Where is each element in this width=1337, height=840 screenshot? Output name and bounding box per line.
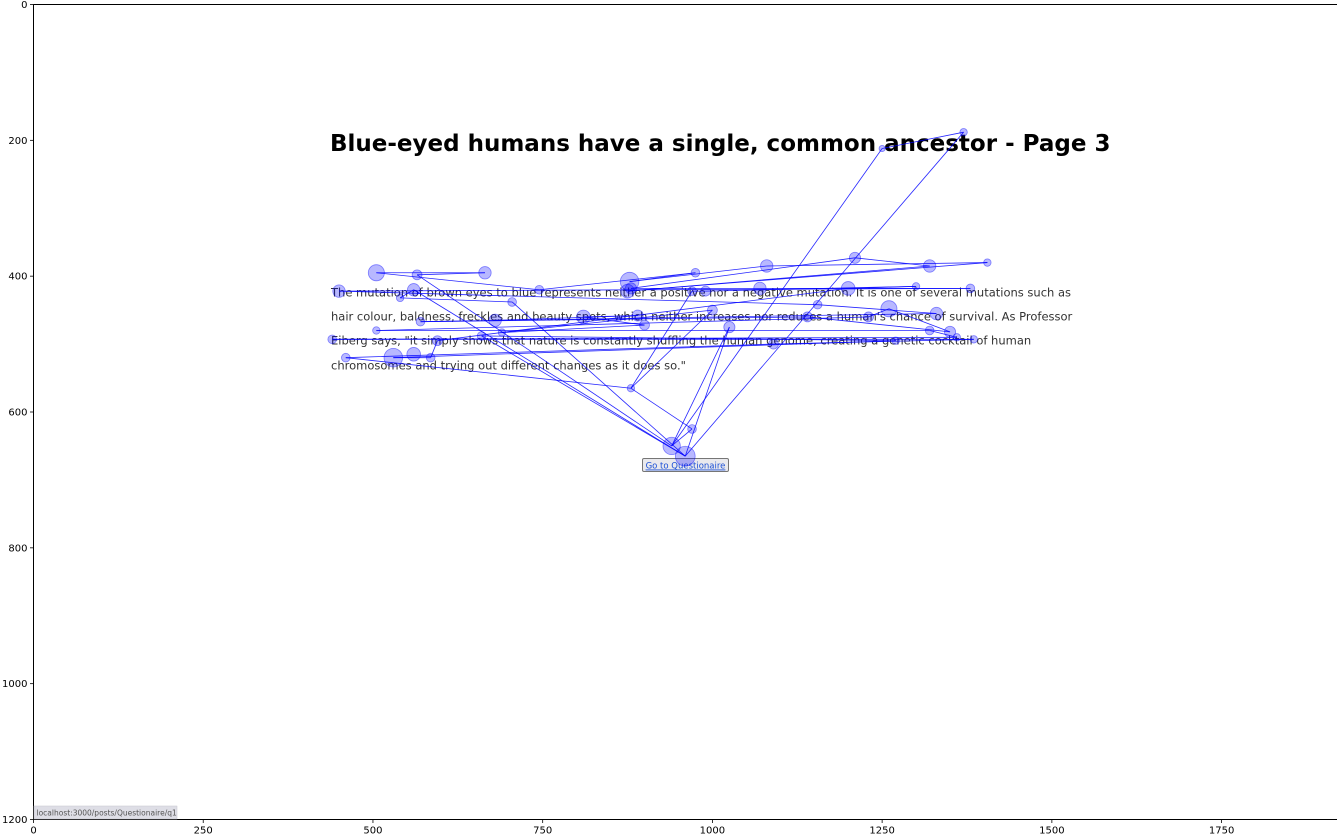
fixation-point: [813, 300, 822, 309]
fixation-point: [328, 335, 337, 344]
fixation-point: [984, 259, 991, 266]
scanpath-segment: [631, 258, 855, 289]
fixation-point: [627, 385, 634, 392]
fixation-point: [625, 283, 636, 294]
fixation-point: [432, 336, 442, 346]
x-tick-label: 500: [363, 826, 382, 837]
y-tick-label: 0: [21, 0, 27, 11]
fixation-point: [691, 268, 700, 277]
fixation-point: [416, 317, 425, 326]
fixation-point: [477, 332, 486, 341]
status-bar: localhost:3000/posts/Questionaire/q1: [34, 806, 177, 819]
y-axis-ticks: 0 200 400 600 800 1000 1200: [2, 0, 33, 826]
fixation-point: [761, 260, 773, 272]
fixation-point: [754, 282, 766, 294]
fixation-point: [640, 320, 650, 330]
fixation-point: [407, 347, 421, 361]
fixation-point: [769, 339, 779, 349]
page-title: Blue-eyed humans have a single, common a…: [330, 131, 1110, 157]
fixation-point: [701, 286, 711, 296]
scanpath-segment: [512, 302, 685, 456]
fixation-point: [892, 337, 899, 344]
fixation-point: [849, 252, 860, 263]
x-tick-label: 1500: [1039, 826, 1064, 837]
fixation-point: [960, 128, 967, 135]
fixation-point: [407, 284, 419, 296]
fixation-point: [688, 425, 697, 434]
y-tick-label: 1000: [2, 679, 27, 690]
x-tick-label: 1250: [869, 826, 894, 837]
status-url: localhost:3000/posts/Questionaire/q1: [37, 809, 177, 818]
fixation-point: [970, 336, 977, 343]
y-tick-label: 600: [8, 408, 27, 419]
fixation-point: [632, 310, 643, 321]
fixation-point: [930, 307, 942, 319]
x-tick-label: 250: [194, 826, 213, 837]
fixation-point: [802, 312, 812, 322]
fixation-point: [688, 287, 697, 296]
fixation-point: [498, 329, 505, 336]
fixation-point: [479, 267, 491, 279]
x-axis-ticks: 0 250 500 750 1000 1250 1500 1750: [30, 820, 1234, 837]
fixation-point: [368, 265, 384, 281]
x-tick-label: 0: [30, 826, 36, 837]
fixation-point: [663, 437, 680, 454]
fixation-point: [373, 327, 380, 334]
fixation-point: [412, 270, 422, 280]
fixation-point: [707, 305, 717, 315]
fixation-point: [724, 322, 735, 333]
y-tick-label: 400: [8, 272, 27, 283]
fixation-point: [333, 285, 345, 297]
fixation-point: [577, 310, 591, 324]
fixation-point: [396, 294, 403, 301]
fixation-point: [966, 284, 975, 293]
x-tick-label: 1000: [700, 826, 725, 837]
fixation-point: [864, 312, 874, 322]
fixation-point: [923, 260, 935, 272]
fixation-point: [508, 298, 517, 307]
fixation-point: [841, 282, 855, 296]
screenshot-layer: Blue-eyed humans have a single, common a…: [330, 131, 1110, 472]
fixation-point: [489, 314, 501, 326]
fixation-point: [953, 334, 960, 341]
fixation-point: [384, 348, 403, 367]
x-tick-label: 750: [533, 826, 552, 837]
fixation-point: [426, 353, 435, 362]
y-tick-label: 1200: [2, 815, 27, 826]
fixation-point: [879, 145, 885, 151]
fixation-point: [535, 285, 544, 294]
y-tick-label: 800: [8, 543, 27, 554]
x-tick-label: 1750: [1209, 826, 1234, 837]
axes: [34, 5, 1337, 820]
fixation-point: [925, 326, 934, 335]
fixation-point: [341, 353, 350, 362]
fixation-point: [912, 283, 919, 290]
y-tick-label: 200: [8, 136, 27, 147]
fixation-point: [881, 301, 897, 317]
